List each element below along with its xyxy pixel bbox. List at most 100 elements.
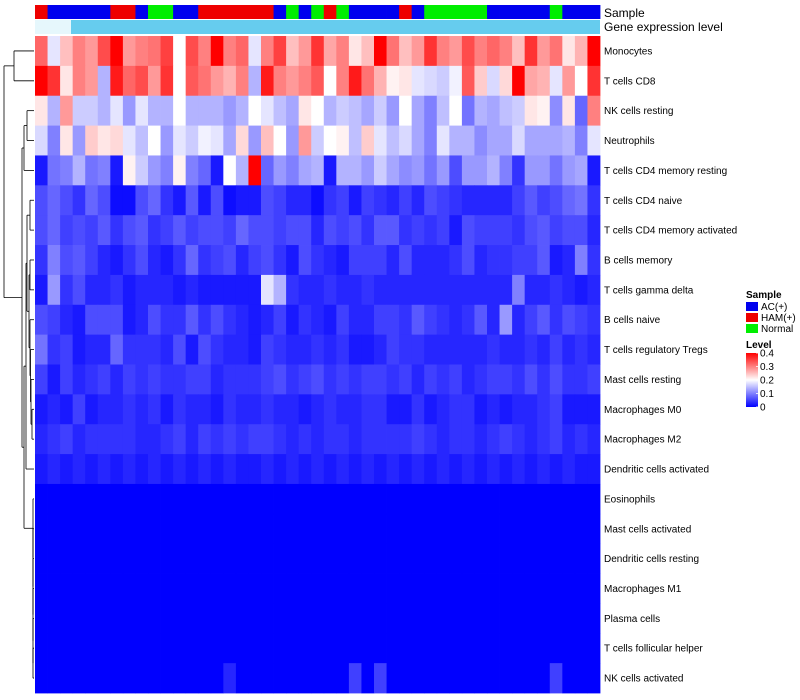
heatmap-cell bbox=[524, 185, 538, 216]
heatmap-cell bbox=[336, 125, 350, 156]
heatmap-cell bbox=[110, 36, 124, 67]
heatmap-cell bbox=[512, 36, 526, 67]
heatmap-cell bbox=[374, 274, 387, 306]
heatmap-cell bbox=[537, 65, 551, 97]
heatmap-cell bbox=[198, 334, 212, 365]
heatmap-cell bbox=[85, 155, 99, 186]
heatmap-cell bbox=[122, 424, 136, 455]
heatmap-cell bbox=[248, 513, 262, 545]
heatmap-cell bbox=[185, 513, 199, 545]
heatmap-cell bbox=[298, 125, 312, 156]
heatmap-cell bbox=[449, 633, 463, 664]
heatmap-cell bbox=[47, 125, 61, 156]
heatmap-cell bbox=[298, 454, 312, 485]
heatmap-cell bbox=[173, 633, 187, 664]
heatmap-cell bbox=[562, 65, 576, 97]
heatmap-cell bbox=[185, 304, 199, 336]
heatmap-cell bbox=[499, 245, 513, 276]
heatmap-cell bbox=[449, 155, 463, 186]
heatmap-cell bbox=[210, 334, 224, 365]
heatmap-cell bbox=[286, 573, 300, 604]
heatmap-cell bbox=[449, 125, 463, 156]
heatmap-cell bbox=[424, 95, 438, 126]
heatmap-cell bbox=[436, 454, 450, 485]
heatmap-cell bbox=[537, 245, 551, 276]
heatmap-cell bbox=[436, 65, 450, 97]
sample-cell bbox=[336, 5, 350, 19]
heatmap-cell bbox=[35, 155, 48, 186]
heatmap-cell bbox=[97, 155, 111, 186]
heatmap-cell bbox=[323, 36, 337, 67]
heatmap-cell bbox=[461, 603, 475, 634]
heatmap-cell bbox=[273, 155, 287, 186]
heatmap-cell bbox=[574, 95, 588, 126]
heatmap-cell bbox=[185, 36, 199, 67]
heatmap-cell bbox=[173, 245, 187, 276]
heatmap-cell bbox=[399, 364, 413, 395]
heatmap-cell bbox=[210, 573, 224, 604]
heatmap-cell bbox=[512, 633, 526, 664]
legend-level-ticks: 0.4 0.3 0.2 0.1 0 bbox=[756, 349, 774, 414]
heatmap-cell bbox=[286, 513, 300, 545]
heatmap-cell bbox=[562, 155, 576, 186]
row-label: T cells gamma delta bbox=[604, 285, 694, 296]
heatmap-cell bbox=[210, 274, 224, 306]
heatmap-cell bbox=[173, 95, 187, 126]
heatmap-cell bbox=[223, 394, 237, 425]
heatmap-cell bbox=[122, 334, 136, 365]
heatmap-cell bbox=[574, 65, 588, 97]
heatmap-cell bbox=[411, 663, 425, 694]
legend-swatch-normal bbox=[746, 324, 758, 333]
heatmap-cell bbox=[323, 573, 337, 604]
row-label: Plasma cells bbox=[604, 614, 660, 625]
heatmap-cell bbox=[35, 424, 48, 455]
heatmap-cell bbox=[286, 155, 300, 186]
heatmap-cell bbox=[210, 663, 224, 694]
heatmap-cell bbox=[311, 95, 325, 126]
heatmap-cell bbox=[499, 155, 513, 186]
heatmap-cell bbox=[499, 36, 513, 67]
heatmap-cell bbox=[524, 125, 538, 156]
heatmap-cell bbox=[386, 603, 400, 634]
heatmap-cell bbox=[60, 394, 74, 425]
heatmap-cell bbox=[273, 424, 287, 455]
heatmap-cell bbox=[210, 36, 224, 67]
heatmap-cell bbox=[512, 424, 526, 455]
heatmap-cell bbox=[122, 185, 136, 216]
heatmap-cell bbox=[298, 155, 312, 186]
heatmap-cell bbox=[549, 95, 563, 126]
heatmap-cell bbox=[336, 364, 350, 395]
heatmap-cell bbox=[311, 304, 325, 336]
heatmap-cell bbox=[273, 663, 287, 694]
heatmap-cell bbox=[361, 36, 375, 67]
heatmap-cell bbox=[148, 513, 161, 545]
heatmap-cell bbox=[85, 65, 99, 97]
heatmap-cell bbox=[374, 95, 387, 126]
heatmap-cell bbox=[122, 663, 136, 694]
heatmap-cell bbox=[399, 274, 413, 306]
heatmap-cell bbox=[374, 155, 387, 186]
heatmap-cell bbox=[223, 334, 237, 365]
heatmap-cell bbox=[248, 663, 262, 694]
heatmap-cell bbox=[361, 185, 375, 216]
heatmap-cell bbox=[348, 36, 362, 67]
heatmap-cell bbox=[160, 36, 174, 67]
heatmap-cell bbox=[487, 483, 500, 515]
heatmap-cell bbox=[524, 245, 538, 276]
heatmap-cell bbox=[135, 274, 149, 306]
heatmap-cell bbox=[411, 125, 425, 156]
heatmap-cell bbox=[173, 513, 187, 545]
heatmap-cell bbox=[298, 603, 312, 634]
heatmap-cell bbox=[336, 215, 350, 246]
heatmap-cell bbox=[361, 334, 375, 365]
heatmap-cell bbox=[248, 603, 262, 634]
heatmap-cell bbox=[47, 245, 61, 276]
heatmap-cell bbox=[223, 663, 237, 694]
heatmap-cell bbox=[210, 215, 224, 246]
heatmap-cell bbox=[574, 394, 588, 425]
heatmap-cell bbox=[122, 394, 136, 425]
heatmap-cell bbox=[374, 185, 387, 216]
heatmap-cell bbox=[386, 334, 400, 365]
heatmap-cell bbox=[173, 274, 187, 306]
